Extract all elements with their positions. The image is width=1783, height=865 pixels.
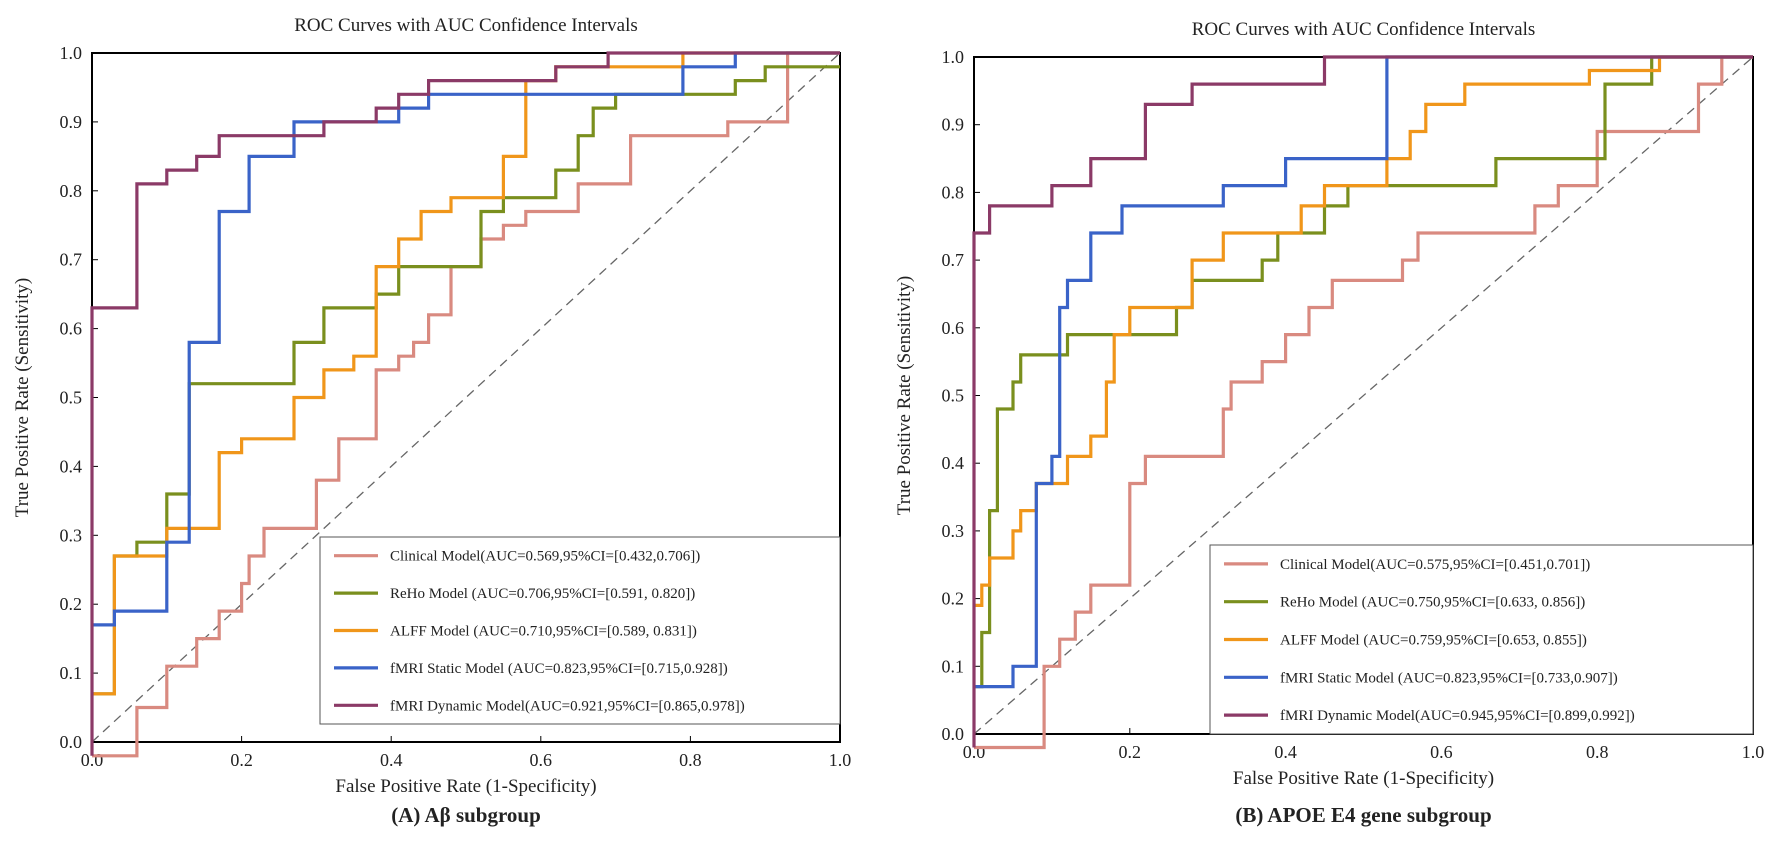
y-tick-label: 0.6 [942, 318, 965, 338]
chart-title: ROC Curves with AUC Confidence Intervals [294, 15, 638, 36]
chance-diagonal [91, 52, 841, 743]
y-tick-label: 0.6 [60, 319, 83, 339]
x-tick-label: 0.4 [1274, 742, 1297, 762]
chance-diagonal [973, 56, 1754, 735]
roc-series-line [974, 55, 1753, 608]
roc-series-line [92, 51, 840, 758]
y-tick-label: 0.4 [60, 456, 83, 476]
y-tick-label: 0.9 [60, 112, 83, 132]
y-tick-label: 0.1 [942, 656, 965, 676]
roc-series-line [90, 51, 840, 756]
y-tick-label: 0.3 [60, 525, 83, 545]
y-tick-label: 0.2 [60, 594, 83, 614]
panel-caption: (B) APOE E4 gene subgroup [1235, 803, 1491, 827]
legend-label: ALFF Model (AUC=0.710,95%CI=[0.589, 0.83… [390, 624, 697, 640]
x-tick-label: 0.6 [1430, 742, 1453, 762]
y-tick-label: 0.9 [942, 115, 965, 135]
x-tick-label: 0.4 [380, 750, 403, 770]
y-tick-label: 0.0 [942, 724, 965, 744]
y-axis-label: True Positive Rate (Sensitivity) [12, 278, 33, 517]
y-tick-label: 0.1 [60, 663, 83, 683]
x-tick-label: 0.8 [1586, 742, 1609, 762]
legend-label: fMRI Static Model (AUC=0.823,95%CI=[0.71… [390, 661, 728, 677]
roc-series-line [974, 55, 1753, 750]
x-axis-label: False Positive Rate (1-Specificity) [1233, 768, 1494, 789]
legend-label: ALFF Model (AUC=0.759,95%CI=[0.653, 0.85… [1280, 633, 1587, 649]
y-tick-label: 0.5 [942, 386, 965, 406]
legend-label: Clinical Model(AUC=0.575,95%CI=[0.451,0.… [1280, 557, 1590, 573]
legend-box [1209, 544, 1754, 735]
y-tick-label: 0.2 [942, 589, 965, 609]
legend-box [319, 536, 841, 725]
legend-label: ReHo Model (AUC=0.750,95%CI=[0.633, 0.85… [1280, 595, 1585, 611]
chart-title: ROC Curves with AUC Confidence Intervals [1192, 19, 1536, 40]
x-tick-label: 0.8 [679, 750, 702, 770]
legend: Clinical Model(AUC=0.569,95%CI=[0.432,0.… [319, 536, 841, 725]
y-tick-label: 0.8 [942, 182, 965, 202]
y-tick-label: 0.4 [942, 453, 965, 473]
x-tick-label: 0.2 [230, 750, 253, 770]
roc-panel-a: ROC Curves with AUC Confidence Intervals… [12, 15, 851, 827]
y-tick-label: 0.8 [60, 181, 83, 201]
y-tick-label: 1.0 [60, 43, 83, 63]
x-tick-label: 0.6 [530, 750, 553, 770]
y-axis-label: True Positive Rate (Sensitivity) [894, 276, 915, 515]
y-tick-label: 0.7 [60, 250, 83, 270]
legend-label: Clinical Model(AUC=0.569,95%CI=[0.432,0.… [390, 549, 700, 565]
legend: Clinical Model(AUC=0.575,95%CI=[0.451,0.… [1209, 544, 1754, 735]
x-tick-label: 1.0 [829, 750, 852, 770]
y-tick-label: 0.3 [942, 521, 965, 541]
roc-series-line [974, 55, 1753, 689]
roc-series-line [92, 65, 840, 696]
y-tick-label: 0.7 [942, 250, 965, 270]
legend-label: fMRI Dynamic Model(AUC=0.945,95%CI=[0.89… [1280, 708, 1635, 724]
x-axis-label: False Positive Rate (1-Specificity) [335, 776, 596, 797]
legend-label: fMRI Static Model (AUC=0.823,95%CI=[0.73… [1280, 670, 1618, 686]
roc-panel-b: ROC Curves with AUC Confidence Intervals… [894, 19, 1764, 827]
panel-caption: (A) Aβ subgroup [391, 803, 541, 827]
legend-label: fMRI Dynamic Model(AUC=0.921,95%CI=[0.86… [390, 698, 745, 714]
y-tick-label: 0.5 [60, 388, 83, 408]
y-tick-label: 1.0 [942, 47, 965, 67]
roc-series-line [92, 51, 840, 627]
x-tick-label: 0.2 [1119, 742, 1142, 762]
y-tick-label: 0.0 [60, 732, 83, 752]
roc-series-line [972, 55, 1753, 748]
legend-label: ReHo Model (AUC=0.706,95%CI=[0.591, 0.82… [390, 586, 695, 602]
x-tick-label: 1.0 [1742, 742, 1765, 762]
